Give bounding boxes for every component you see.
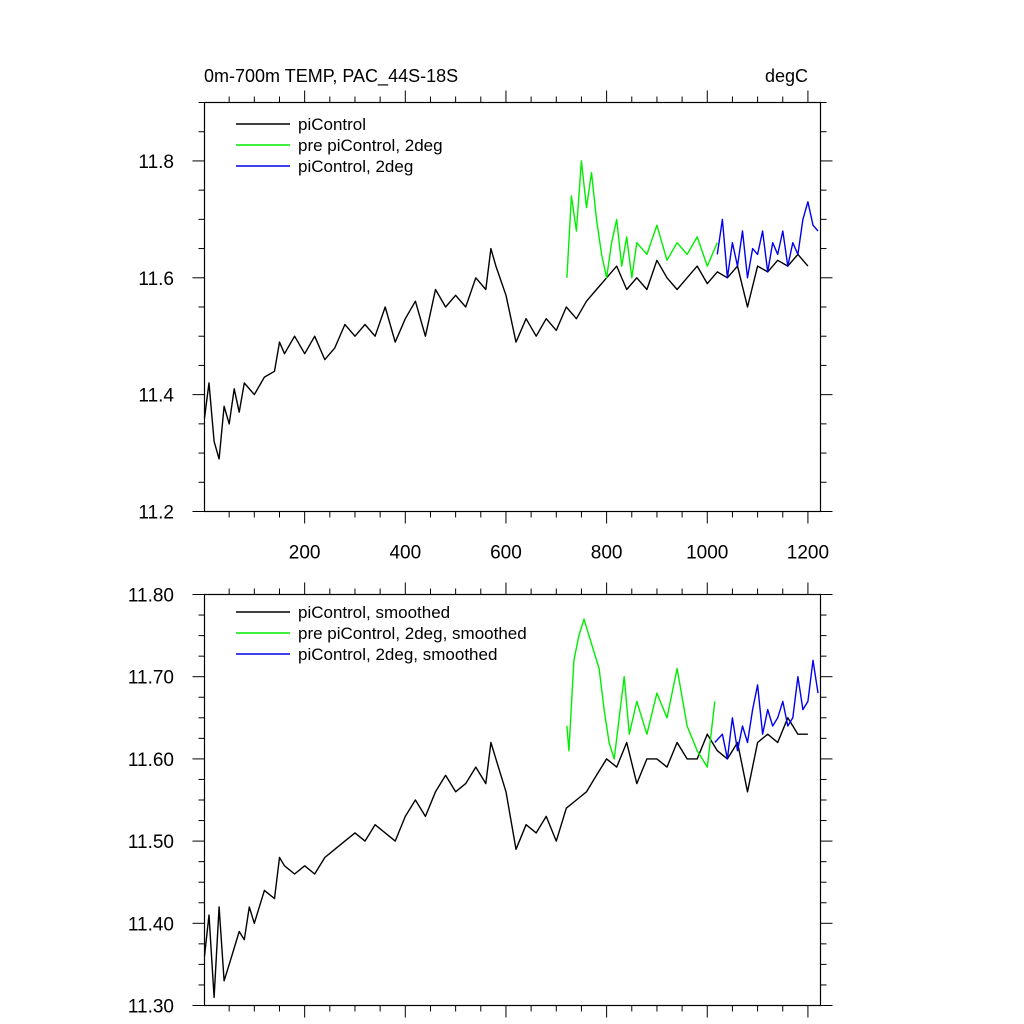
- bottom-panel-y-tick-label: 11.40: [128, 914, 174, 935]
- top-panel-x-tick-label: 1200: [787, 543, 829, 564]
- top-panel-series-lines: [203, 160, 819, 460]
- bottom-panel-y-tick-label: 11.80: [128, 586, 174, 607]
- top-panel-legend: piControl pre piControl, 2deg piControl, 2…: [236, 115, 443, 176]
- bottom-panel-series-line-2: [566, 618, 716, 768]
- top-panel-y-tick-label: 11.6: [138, 269, 174, 290]
- top-panel-series-line-1: [203, 247, 809, 460]
- top-panel-x-tick-labels: 200 400 600 800 1000 1200: [289, 543, 829, 564]
- top-panel-y-tick-labels: 11.2 11.4 11.6 11.8: [138, 152, 174, 524]
- top-panel-x-tick-label: 1000: [686, 543, 728, 564]
- top-panel-legend-label-3: piControl, 2deg: [298, 157, 413, 176]
- bottom-panel-y-tick-label: 11.60: [128, 750, 174, 771]
- bottom-panel-legend-label-3: piControl, 2deg, smoothed: [298, 645, 497, 664]
- bottom-panel-y-tick-label: 11.30: [128, 997, 174, 1018]
- bottom-panel-plot-frame: [203, 593, 822, 1007]
- top-panel-x-tick-label: 600: [490, 543, 522, 564]
- bottom-panel-series-line-3: [714, 659, 819, 760]
- top-panel-series-line-3: [716, 201, 819, 279]
- top-panel-x-tick-label: 800: [591, 543, 623, 564]
- top-panel-units: degC: [765, 66, 808, 86]
- bottom-panel: 11.30 11.40 11.50 11.60 11.70 11.80 piControl…: [128, 582, 833, 1018]
- top-panel-legend-label-2: pre piControl, 2deg: [298, 136, 443, 155]
- top-panel-series-line-2: [566, 160, 718, 279]
- bottom-panel-legend-label-2: pre piControl, 2deg, smoothed: [298, 624, 527, 643]
- bottom-panel-y-tick-label: 11.50: [128, 832, 174, 853]
- bottom-panel-legend-label-1: piControl, smoothed: [298, 603, 450, 622]
- bottom-panel-series-line-1: [203, 717, 808, 998]
- bottom-panel-ticks: [192, 582, 833, 1018]
- bottom-panel-y-tick-labels: 11.30 11.40 11.50 11.60 11.70 11.80: [128, 586, 174, 1018]
- bottom-panel-legend: piControl, smoothed pre piControl, 2deg, …: [236, 603, 527, 664]
- top-panel-ticks: [192, 90, 833, 524]
- top-panel: 0m-700m TEMP, PAC_44S-18S degC 11.211.41…: [138, 66, 833, 564]
- top-panel-y-tick-label: 11.2: [138, 503, 174, 524]
- top-panel-plot-frame: [203, 101, 822, 513]
- top-panel-y-tick-label: 11.8: [138, 152, 174, 173]
- bottom-panel-series-lines: [203, 618, 819, 998]
- top-panel-y-tick-label: 11.4: [138, 386, 174, 407]
- top-panel-legend-label-1: piControl: [298, 115, 366, 134]
- top-panel-title: 0m-700m TEMP, PAC_44S-18S: [204, 66, 458, 87]
- top-panel-x-tick-label: 400: [389, 543, 421, 564]
- top-panel-x-tick-label: 200: [289, 543, 321, 564]
- bottom-panel-y-tick-label: 11.70: [128, 668, 174, 689]
